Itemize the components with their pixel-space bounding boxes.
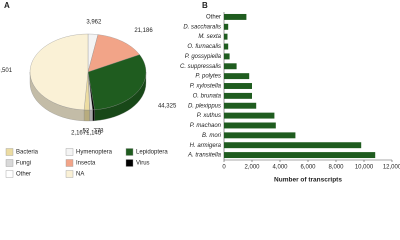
y-tick-label: P. xylostella — [190, 84, 222, 90]
legend-swatch — [5, 159, 14, 167]
legend-swatch — [65, 170, 74, 178]
legend-label: Lepidoptera — [136, 150, 168, 156]
y-tick-label: H. armigera — [190, 143, 222, 149]
y-tick-label: P. machaon — [190, 123, 222, 129]
y-tick-label: A. transitella — [187, 153, 222, 159]
y-tick-label: P. xuthus — [197, 113, 221, 119]
y-tick-label: D. saccharalis — [183, 24, 221, 30]
y-tick-label: O. brunata — [193, 93, 222, 99]
legend-label: Virus — [136, 161, 150, 167]
legend-label: NA — [76, 172, 84, 178]
x-tick-label: 2,000 — [244, 165, 260, 171]
bar — [224, 152, 376, 159]
data-label: 2,167 — [71, 131, 87, 137]
data-label: 1,145 — [86, 131, 102, 137]
legend-label: Other — [16, 172, 31, 178]
bar — [224, 122, 276, 129]
data-label: 21,186 — [134, 28, 153, 34]
slice-side — [83, 109, 90, 122]
x-tick-label: 12,000 — [383, 165, 400, 171]
bar — [224, 13, 247, 20]
bar — [224, 63, 237, 70]
bar — [224, 102, 257, 109]
slice-side — [92, 109, 95, 122]
data-label: 44,325 — [158, 103, 177, 109]
data-label: 3,962 — [86, 20, 102, 26]
legend-swatch — [5, 170, 14, 178]
bar — [224, 83, 252, 89]
legend-label: Hymenoptera — [76, 150, 113, 156]
x-tick-label: 4,000 — [272, 165, 288, 171]
bar — [224, 43, 229, 50]
x-tick-label: 0 — [222, 165, 226, 171]
x-tick-label: 8,000 — [328, 165, 344, 171]
y-tick-label: C. suppressalis — [180, 64, 221, 70]
figure: A B Number of transcripts 3,962 21,186 44,… — [0, 1, 400, 184]
slice — [87, 54, 147, 110]
y-tick-label: P. gossypiella — [185, 54, 222, 60]
bar — [224, 92, 252, 99]
legend-swatch — [65, 159, 74, 167]
panel-label: B — [202, 1, 208, 10]
legend-swatch — [125, 148, 134, 156]
legend-swatch — [125, 159, 134, 167]
slice — [29, 33, 89, 111]
slice — [87, 34, 140, 73]
y-tick-label: B. mori — [202, 133, 222, 139]
bar — [224, 33, 228, 40]
y-tick-label: P. polytes — [195, 74, 221, 80]
legend-swatch — [65, 148, 74, 156]
legend-label: Bacteria — [16, 150, 39, 156]
bar — [224, 112, 275, 119]
legend-label: Insecta — [76, 161, 96, 167]
y-tick-label: D. plexippus — [188, 103, 221, 109]
x-tick-label: 10,000 — [355, 165, 374, 171]
bar — [224, 53, 230, 60]
bar — [224, 73, 250, 80]
y-tick-label: Other — [206, 15, 221, 21]
legend-label: Fungi — [16, 161, 31, 167]
bar — [224, 132, 296, 139]
data-label: 52 — [83, 129, 90, 135]
bar — [224, 142, 362, 149]
x-tick-label: 6,000 — [300, 165, 316, 171]
bar — [224, 23, 229, 30]
data-label: 70,501 — [0, 68, 13, 74]
y-tick-label: O. furnacalis — [187, 44, 221, 50]
data-label: 778 — [93, 128, 104, 134]
slice-side — [89, 109, 93, 122]
y-tick-label: M. sexta — [198, 34, 221, 40]
x-axis-label: Number of transcripts — [274, 177, 342, 184]
panel-label: A — [4, 1, 10, 10]
legend-swatch — [5, 148, 14, 156]
